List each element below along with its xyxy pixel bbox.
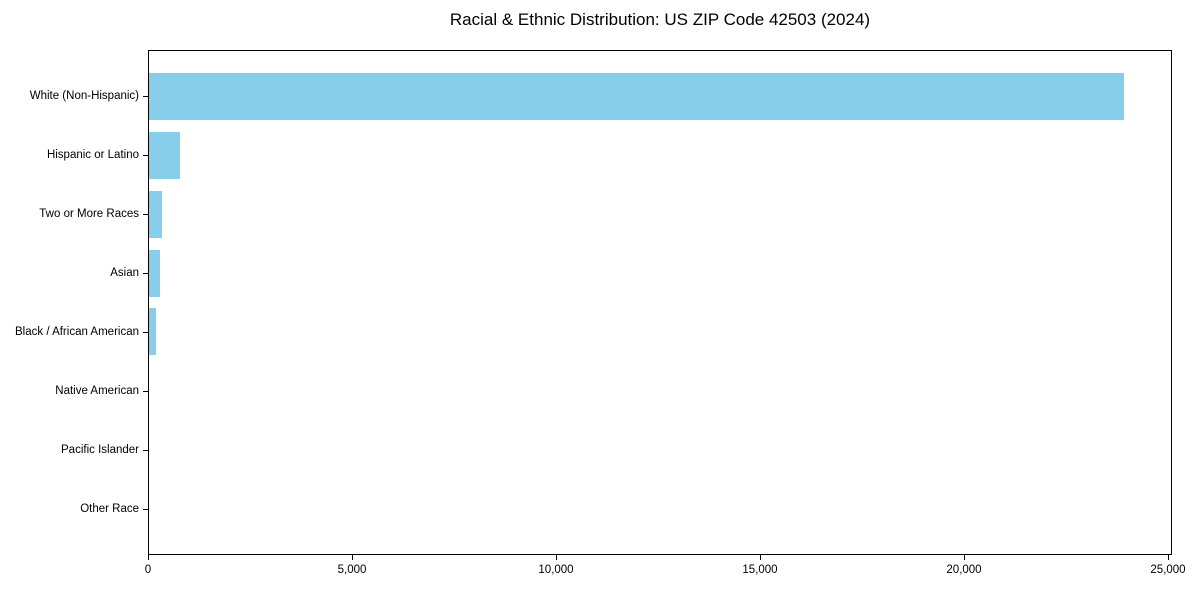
x-axis-tick — [352, 555, 353, 560]
y-axis-label: Two or More Races — [39, 208, 139, 220]
plot-area — [148, 50, 1172, 555]
y-axis-tick — [143, 450, 148, 451]
x-axis-label: 5,000 — [337, 564, 367, 576]
x-axis-label: 15,000 — [742, 564, 778, 576]
x-axis-label: 10,000 — [538, 564, 574, 576]
x-axis-tick — [964, 555, 965, 560]
y-axis-tick — [143, 332, 148, 333]
y-axis-tick — [143, 391, 148, 392]
y-axis-label: Pacific Islander — [61, 444, 139, 456]
bar — [149, 308, 156, 356]
x-axis-label: 25,000 — [1150, 564, 1186, 576]
chart-title: Racial & Ethnic Distribution: US ZIP Cod… — [449, 10, 871, 29]
x-axis-tick — [760, 555, 761, 560]
x-axis-tick — [148, 555, 149, 560]
y-axis-label: Asian — [110, 267, 139, 279]
y-axis-label: Black / African American — [15, 326, 139, 338]
y-axis-tick — [143, 214, 148, 215]
bar — [149, 249, 160, 297]
y-axis-tick — [143, 155, 148, 156]
bar — [149, 131, 180, 179]
y-axis-label: Native American — [55, 385, 139, 397]
y-axis-label: Other Race — [80, 503, 139, 515]
y-axis-label: White (Non-Hispanic) — [29, 90, 139, 102]
y-axis-tick — [143, 96, 148, 97]
y-axis-label: Hispanic or Latino — [46, 149, 139, 161]
y-axis-tick — [143, 273, 148, 274]
x-axis-tick — [556, 555, 557, 560]
x-axis-label: 0 — [144, 564, 152, 576]
bar — [149, 72, 1124, 120]
x-axis-tick — [1168, 555, 1169, 560]
bar — [149, 190, 162, 238]
x-axis-label: 20,000 — [946, 564, 982, 576]
y-axis-tick — [143, 509, 148, 510]
